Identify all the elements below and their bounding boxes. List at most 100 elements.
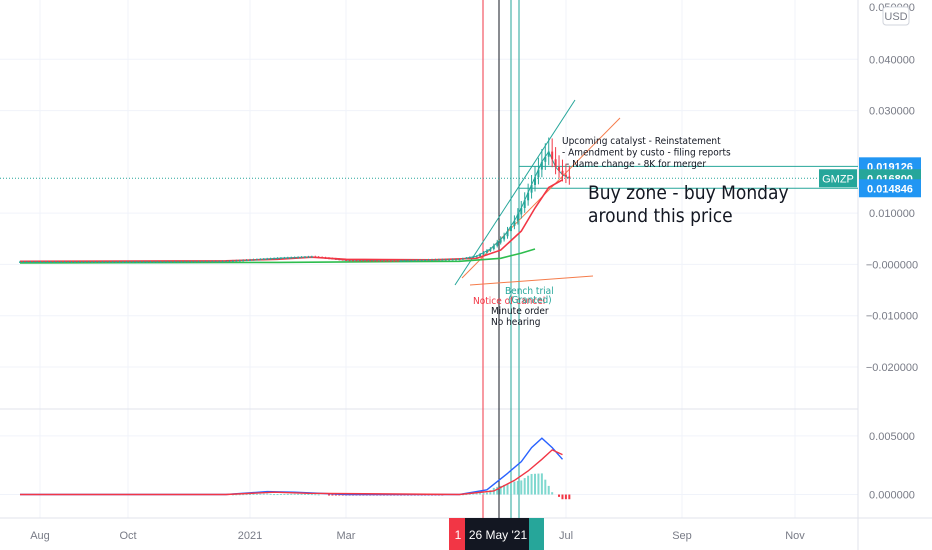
candle-body: [125, 261, 128, 263]
candle-body: [221, 261, 224, 263]
candle-body: [492, 245, 495, 250]
price-axis[interactable]: 0.050000USD0.0400000.0300000.010000−0.00…: [819, 2, 921, 502]
histogram-bar: [297, 493, 300, 495]
candle-body: [382, 260, 385, 262]
candle-body: [420, 260, 423, 262]
histogram-bar: [523, 478, 526, 495]
candle-body: [348, 260, 351, 262]
event-lines: [482, 0, 520, 550]
candle-body: [509, 225, 512, 232]
time-highlight-label: 26 May '21: [469, 528, 528, 542]
candle-body: [300, 257, 303, 259]
candle-body: [142, 261, 145, 263]
candle-body: [406, 260, 409, 262]
histogram-bar: [527, 475, 530, 495]
candle-body: [283, 257, 286, 259]
candle-body: [362, 260, 365, 262]
candle-body: [352, 260, 355, 262]
candle-body: [458, 259, 461, 261]
histogram-bar: [544, 479, 547, 495]
candle-body: [252, 259, 255, 261]
candle-body: [43, 261, 46, 263]
candle-body: [286, 257, 289, 259]
time-highlight-stub: 1: [455, 528, 462, 542]
price-tick-label: −0.020000: [866, 362, 918, 374]
candle-body: [386, 260, 389, 262]
time-range-left: [449, 518, 465, 550]
histogram-bar: [273, 494, 276, 496]
histogram-bar: [331, 494, 334, 496]
candle-body: [104, 261, 107, 263]
candle-body: [551, 151, 554, 160]
time-tick-label: Jul: [559, 530, 573, 542]
indicator-tick-label: 0.000000: [869, 490, 915, 502]
candle-body: [108, 261, 111, 263]
price-tick-label: 0.010000: [869, 208, 915, 220]
histogram-bar: [314, 494, 317, 496]
candle-body: [218, 261, 221, 263]
candle-body: [520, 208, 523, 215]
histogram-bar: [300, 493, 303, 495]
histogram-bar: [338, 494, 341, 496]
candle-body: [135, 261, 138, 263]
candle-body: [19, 261, 21, 263]
candle-body: [36, 261, 39, 263]
candle-body: [63, 261, 66, 263]
histogram-bar: [252, 493, 255, 495]
histogram-bar: [255, 493, 258, 495]
candle-body: [389, 260, 392, 262]
candle-body: [249, 259, 252, 261]
candle-body: [489, 249, 492, 251]
time-tick-label: Sep: [672, 530, 692, 542]
event-note-notice: Notice of cancel: [473, 296, 545, 307]
candle-body: [324, 257, 327, 259]
candle-body: [207, 261, 210, 263]
candle-body: [187, 261, 190, 263]
candle-body: [410, 260, 413, 262]
candle-body: [176, 261, 179, 263]
candle-body: [22, 261, 25, 263]
time-axis[interactable]: 1 26 May '21 Aug Oct 2021 Mar Jul Sep Nov: [30, 518, 805, 550]
candle-body: [279, 258, 282, 260]
candle-body: [101, 261, 104, 263]
price-label-text: 0.014846: [867, 183, 913, 195]
annotations: Upcoming catalyst - Reinstatement- Amend…: [473, 136, 789, 328]
candle-body: [204, 261, 207, 263]
histogram-bar: [235, 494, 238, 496]
histogram-bar: [303, 493, 306, 495]
indicator-macd: [20, 437, 564, 496]
histogram-bar: [564, 494, 567, 500]
histogram-bar: [485, 492, 488, 495]
histogram-bar: [317, 494, 320, 496]
candle-body: [424, 260, 427, 261]
candle-body: [245, 260, 248, 262]
candle-body: [231, 260, 234, 262]
candle-body: [166, 261, 169, 263]
series-ma-slow: [19, 248, 536, 264]
series-close: [20, 150, 570, 263]
histogram-bar: [293, 493, 296, 495]
histogram-bar: [482, 492, 485, 495]
candle-body: [472, 256, 475, 258]
trend-line-upper: [454, 99, 576, 286]
candle-body: [334, 258, 337, 260]
symbol-tag-box: [819, 169, 857, 188]
buy-zone-note-line: Buy zone - buy Monday: [588, 182, 789, 204]
candle-body: [403, 260, 406, 262]
candle-body: [441, 259, 444, 261]
histogram-bar: [558, 494, 561, 497]
candle-body: [111, 261, 114, 263]
histogram-bar: [499, 485, 502, 495]
histogram-bar: [561, 494, 564, 500]
candle-body: [94, 261, 97, 263]
candle-body: [482, 252, 485, 255]
candle-body: [235, 260, 238, 262]
histogram-bar: [279, 493, 282, 495]
candle-body: [273, 258, 276, 260]
candle-body: [331, 258, 334, 260]
time-highlight-box: [465, 518, 529, 550]
candle-body: [118, 261, 121, 263]
histogram-bar: [540, 473, 543, 495]
